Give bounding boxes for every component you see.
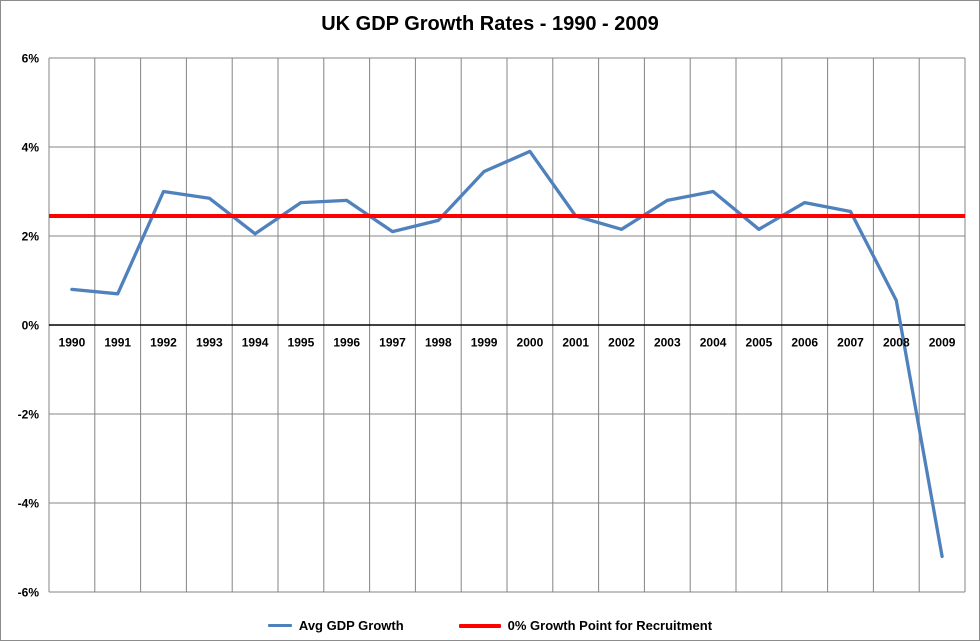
x-axis-label: 2002 bbox=[608, 336, 635, 350]
x-axis-label: 2009 bbox=[929, 336, 956, 350]
x-axis-label: 2007 bbox=[837, 336, 864, 350]
x-axis-label: 1994 bbox=[242, 336, 269, 350]
y-axis-label: -6% bbox=[18, 586, 40, 600]
x-axis-label: 1995 bbox=[288, 336, 315, 350]
x-axis-label: 2000 bbox=[517, 336, 544, 350]
y-axis-label: 4% bbox=[22, 141, 40, 155]
chart-title: UK GDP Growth Rates - 1990 - 2009 bbox=[321, 13, 659, 35]
legend-label-recruitment-line: 0% Growth Point for Recruitment bbox=[507, 618, 713, 633]
x-axis-label: 1993 bbox=[196, 336, 223, 350]
x-axis-label: 1992 bbox=[150, 336, 177, 350]
legend-item-recruitment-line: 0% Growth Point for Recruitment bbox=[458, 618, 713, 633]
legend: Avg GDP Growth 0% Growth Point for Recru… bbox=[1, 618, 979, 633]
y-axis-label: 0% bbox=[22, 319, 40, 333]
x-axis-label: 2003 bbox=[654, 336, 681, 350]
y-axis-label: -2% bbox=[18, 408, 40, 422]
series-line-0 bbox=[70, 149, 944, 559]
x-axis-label: 1997 bbox=[379, 336, 406, 350]
x-axis-label: 1990 bbox=[59, 336, 86, 350]
x-axis-label: 2006 bbox=[791, 336, 818, 350]
x-axis-label: 1991 bbox=[104, 336, 131, 350]
x-axis-label: 1998 bbox=[425, 336, 452, 350]
legend-label-avg-gdp-growth: Avg GDP Growth bbox=[298, 618, 404, 633]
legend-line-swatch-blue bbox=[267, 624, 292, 627]
legend-item-avg-gdp-growth: Avg GDP Growth bbox=[267, 618, 404, 633]
x-axis-label: 2004 bbox=[700, 336, 727, 350]
x-axis-label: 2001 bbox=[562, 336, 589, 350]
x-axis-label: 2005 bbox=[746, 336, 773, 350]
legend-line-swatch-red bbox=[458, 623, 501, 628]
x-axis-label: 2008 bbox=[883, 336, 910, 350]
x-axis-label: 1996 bbox=[333, 336, 360, 350]
y-axis-label: -4% bbox=[18, 497, 40, 511]
y-axis-label: 6% bbox=[22, 52, 40, 66]
y-axis-label: 2% bbox=[22, 230, 40, 244]
x-axis-label: 1999 bbox=[471, 336, 498, 350]
